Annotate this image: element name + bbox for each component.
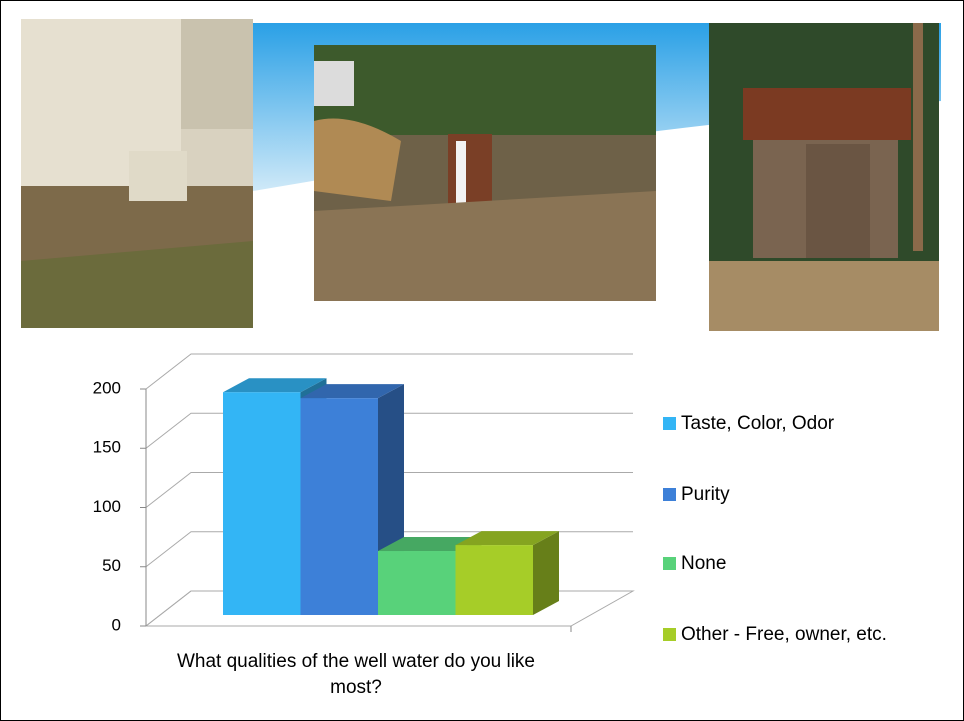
- category-label: What qualities of the well water do you …: [176, 651, 535, 698]
- bar: [223, 392, 301, 615]
- photo-house: [21, 19, 253, 328]
- bar-top: [455, 531, 559, 546]
- legend-item: None: [661, 551, 901, 576]
- y-tick-label: 200: [93, 378, 121, 397]
- legend-label: Taste, Color, Odor: [681, 413, 835, 434]
- legend-item: Purity: [661, 482, 901, 507]
- y-tick-label: 50: [102, 556, 121, 575]
- legend-label: None: [681, 553, 727, 574]
- bar-top: [300, 384, 404, 399]
- grid-line: [145, 412, 633, 449]
- bar-top: [223, 378, 327, 393]
- y-tick-label: 150: [93, 438, 121, 457]
- bar: [455, 545, 533, 615]
- photo-pumphouse: [709, 23, 939, 331]
- photo-wellhead: [314, 45, 656, 301]
- legend-label: Other - Free, owner, etc.: [681, 624, 887, 645]
- y-tick-label: 100: [93, 497, 121, 516]
- legend-swatch: [663, 557, 676, 570]
- grid-line: [145, 472, 633, 508]
- legend-item: Other - Free, owner, etc.: [661, 622, 901, 647]
- bar: [300, 398, 378, 615]
- legend-swatch: [663, 417, 676, 430]
- grid-line: [145, 353, 633, 390]
- legend-swatch: [663, 488, 676, 501]
- legend-label: Purity: [681, 484, 730, 505]
- legend-swatch: [663, 628, 676, 641]
- bar-side: [533, 531, 559, 615]
- legend-item: Taste, Color, Odor: [661, 411, 901, 436]
- bar: [378, 551, 456, 615]
- y-tick-label: 0: [112, 615, 121, 634]
